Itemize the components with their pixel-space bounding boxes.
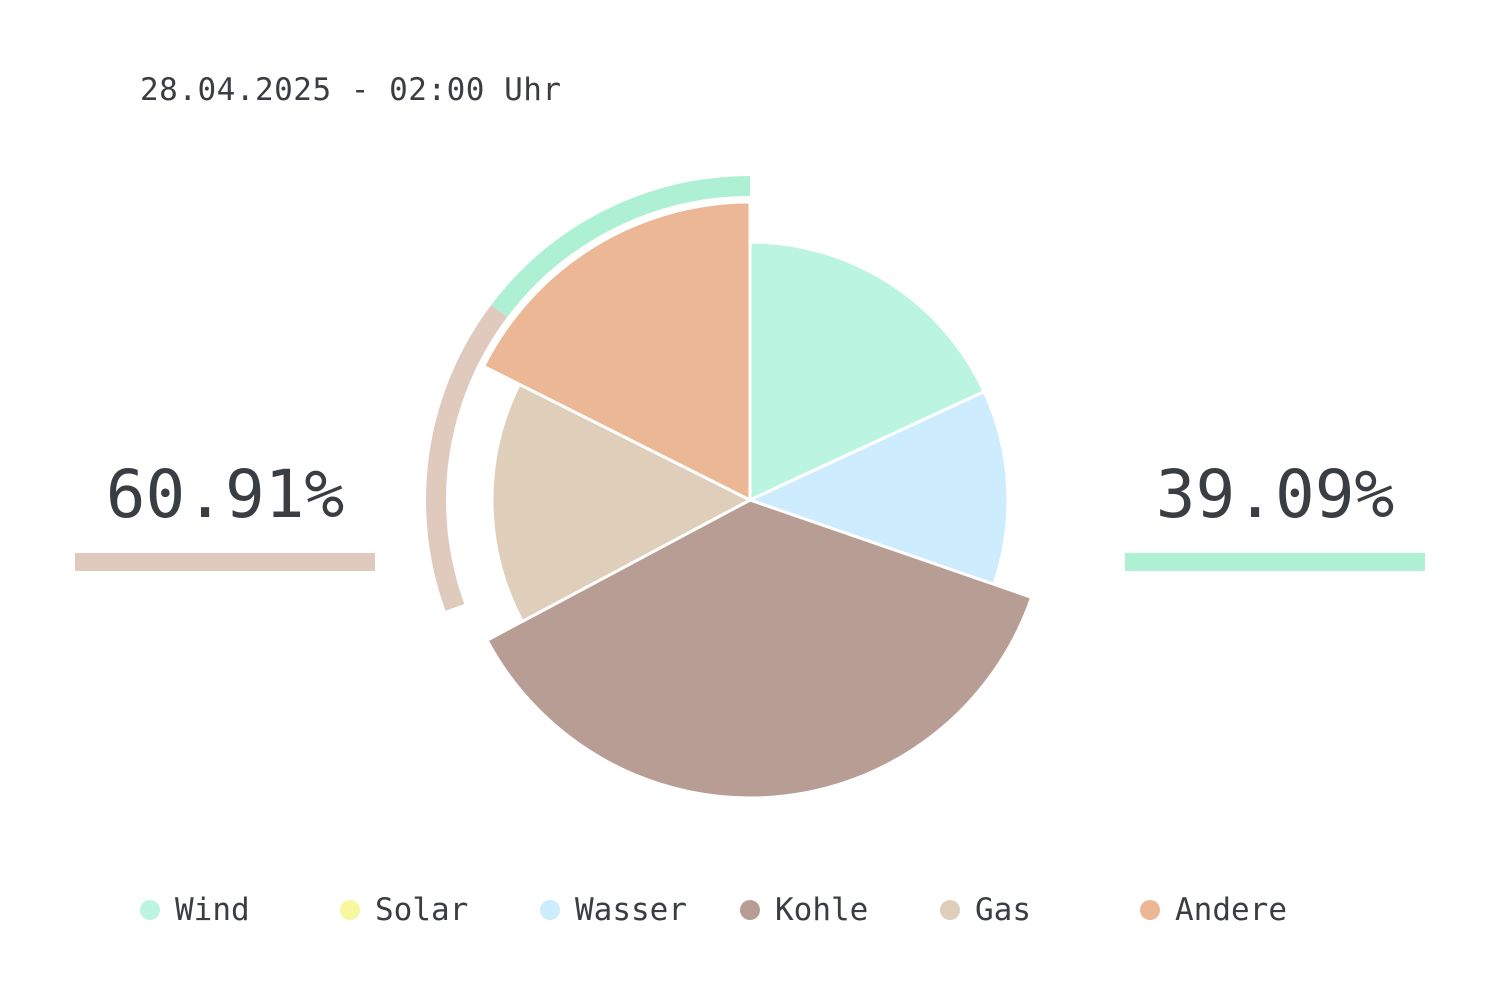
- pie-slice-kohle[interactable]: [485, 498, 1034, 800]
- legend-dot-kohle: [740, 900, 760, 920]
- legend-label-kohle: Kohle: [775, 892, 869, 928]
- legend-item-andere[interactable]: Andere: [1140, 890, 1287, 930]
- legend-dot-solar: [340, 900, 360, 920]
- pie-slice-gas[interactable]: [490, 382, 752, 623]
- legend-item-wind[interactable]: Wind: [140, 890, 250, 930]
- renewable-percent: 39.09%: [1155, 456, 1395, 533]
- pie-slice-wind[interactable]: [748, 240, 986, 502]
- legend-label-gas: Gas: [975, 892, 1031, 928]
- legend-dot-gas: [940, 900, 960, 920]
- renewable-bar: [1125, 553, 1425, 571]
- legend: Wind Solar Wasser Kohle Gas Andere: [140, 890, 1380, 930]
- legend-label-andere: Andere: [1175, 892, 1287, 928]
- fossil-percent: 60.91%: [105, 456, 345, 533]
- legend-dot-andere: [1140, 900, 1160, 920]
- pie-slice-andere[interactable]: [482, 200, 752, 502]
- outer-arcs: [426, 176, 751, 611]
- legend-item-gas[interactable]: Gas: [940, 890, 1031, 930]
- legend-label-wind: Wind: [175, 892, 250, 928]
- outer-arc-fossil: [426, 305, 508, 611]
- legend-item-kohle[interactable]: Kohle: [740, 890, 868, 930]
- fossil-bar: [75, 553, 375, 571]
- legend-dot-wind: [140, 900, 160, 920]
- legend-dot-wasser: [540, 900, 560, 920]
- legend-item-solar[interactable]: Solar: [340, 890, 468, 930]
- legend-item-wasser[interactable]: Wasser: [540, 890, 687, 930]
- legend-label-wasser: Wasser: [575, 892, 687, 928]
- legend-label-solar: Solar: [375, 892, 469, 928]
- pie-slice-wasser[interactable]: [748, 390, 1010, 586]
- outer-arc-renewable: [491, 176, 751, 318]
- timestamp: 28.04.2025 - 02:00 Uhr: [140, 72, 562, 108]
- pie-slices: [482, 200, 1034, 800]
